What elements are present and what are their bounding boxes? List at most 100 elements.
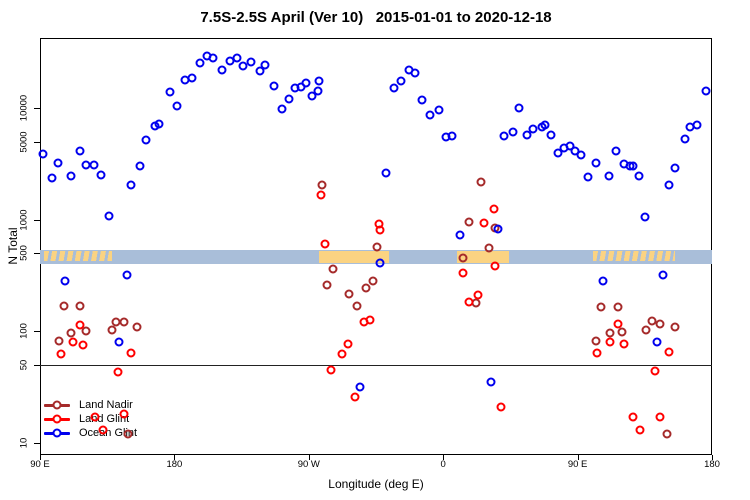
land-segment — [456, 251, 509, 264]
point-land-glint — [613, 319, 623, 329]
ocean-glint-marker-icon — [44, 428, 70, 438]
point-ocean-glint — [455, 230, 465, 240]
x-tick-label: 90 E — [30, 459, 50, 470]
point-land-nadir — [66, 328, 76, 338]
point-land-glint — [90, 412, 100, 422]
point-land-glint — [628, 412, 638, 422]
point-land-glint — [113, 367, 123, 377]
legend-item-ocean-glint: Ocean Glint — [44, 426, 137, 440]
point-land-glint — [375, 225, 385, 235]
point-ocean-glint — [528, 124, 538, 134]
point-land-glint — [365, 315, 375, 325]
point-ocean-glint — [499, 131, 509, 141]
point-ocean-glint — [165, 87, 175, 97]
y-tick-label: 100 — [18, 323, 30, 340]
point-ocean-glint — [104, 211, 114, 221]
point-land-glint — [78, 340, 88, 350]
point-land-glint — [464, 297, 474, 307]
point-ocean-glint — [493, 224, 503, 234]
point-ocean-glint — [611, 146, 621, 156]
point-land-nadir — [655, 319, 665, 329]
point-land-glint — [490, 261, 500, 271]
point-ocean-glint — [114, 337, 124, 347]
x-tick-mark — [577, 455, 579, 460]
x-tick-label: 180 — [166, 459, 183, 470]
y-tick-mark — [34, 364, 40, 366]
y-tick-mark — [34, 331, 40, 333]
point-ocean-glint — [553, 148, 563, 158]
point-land-nadir — [322, 280, 332, 290]
legend-label-land-glint: Land Glint — [79, 412, 130, 425]
point-land-nadir — [81, 326, 91, 336]
point-land-nadir — [458, 253, 468, 263]
point-ocean-glint — [604, 171, 614, 181]
point-land-nadir — [464, 217, 474, 227]
point-ocean-glint — [284, 94, 294, 104]
point-ocean-glint — [583, 172, 593, 182]
point-land-glint — [592, 348, 602, 358]
point-ocean-glint — [301, 78, 311, 88]
point-land-glint — [650, 366, 660, 376]
point-ocean-glint — [598, 276, 608, 286]
point-land-glint — [458, 268, 468, 278]
point-land-nadir — [352, 301, 362, 311]
point-land-glint — [479, 218, 489, 228]
point-land-glint — [496, 402, 506, 412]
point-ocean-glint — [692, 120, 702, 130]
point-ocean-glint — [701, 86, 711, 96]
y-tick-mark — [34, 219, 40, 221]
y-tick-mark — [34, 253, 40, 255]
point-land-glint — [98, 425, 108, 435]
point-ocean-glint — [277, 104, 287, 114]
legend-item-land-nadir: Land Nadir — [44, 398, 137, 412]
point-ocean-glint — [246, 57, 256, 67]
y-tick-label: 1000 — [18, 209, 30, 231]
point-land-glint — [326, 365, 336, 375]
point-land-glint — [664, 347, 674, 357]
ocean-glint-circle-icon — [52, 428, 62, 438]
point-ocean-glint — [195, 58, 205, 68]
point-ocean-glint — [75, 146, 85, 156]
point-land-glint — [316, 190, 326, 200]
point-ocean-glint — [238, 61, 248, 71]
x-tick-label: 90 E — [567, 459, 588, 470]
point-land-nadir — [361, 283, 371, 293]
point-land-glint — [320, 239, 330, 249]
point-land-glint — [126, 348, 136, 358]
x-axis-label: Longitude (deg E) — [328, 477, 424, 491]
land-glint-circle-icon — [52, 414, 62, 424]
point-ocean-glint — [255, 66, 265, 76]
y-tick-label: 50 — [18, 359, 30, 371]
point-land-nadir — [670, 322, 680, 332]
point-ocean-glint — [126, 180, 136, 190]
point-land-nadir — [372, 242, 382, 252]
point-ocean-glint — [381, 168, 391, 178]
point-ocean-glint — [135, 161, 145, 171]
point-ocean-glint — [447, 131, 457, 141]
point-ocean-glint — [314, 76, 324, 86]
plot-border — [40, 38, 712, 455]
point-ocean-glint — [232, 53, 242, 63]
point-land-glint — [343, 339, 353, 349]
chart-title: 7.5S-2.5S April (Ver 10) 2015-01-01 to 2… — [200, 9, 552, 26]
point-land-nadir — [591, 336, 601, 346]
point-ocean-glint — [313, 86, 323, 96]
point-ocean-glint — [652, 337, 662, 347]
land-segment — [44, 251, 112, 262]
land-segment — [319, 251, 390, 264]
point-ocean-glint — [208, 53, 218, 63]
y-tick-label: 500 — [18, 245, 30, 262]
point-ocean-glint — [172, 101, 182, 111]
point-land-nadir — [476, 177, 486, 187]
point-ocean-glint — [53, 158, 63, 168]
point-land-nadir — [596, 302, 606, 312]
y-tick-mark — [34, 141, 40, 143]
point-land-glint — [75, 320, 85, 330]
point-ocean-glint — [154, 119, 164, 129]
point-land-nadir — [344, 289, 354, 299]
point-ocean-glint — [260, 60, 270, 70]
point-ocean-glint — [425, 110, 435, 120]
y-tick-mark — [34, 107, 40, 109]
point-ocean-glint — [664, 180, 674, 190]
